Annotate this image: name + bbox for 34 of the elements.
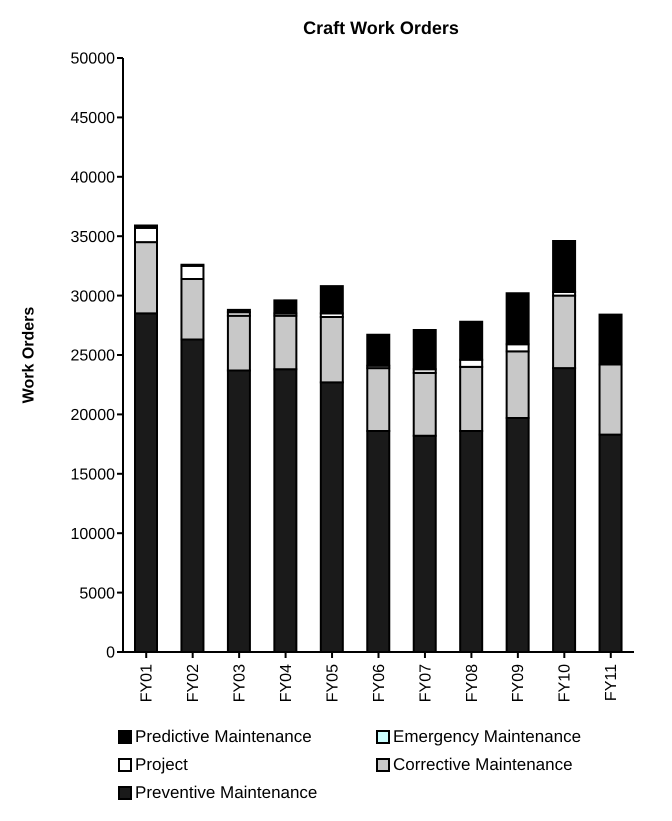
y-tick-label: 15000 bbox=[70, 466, 116, 484]
legend-label: Project bbox=[135, 755, 188, 775]
legend-label: Corrective Maintenance bbox=[393, 755, 573, 775]
y-tick-label: 25000 bbox=[70, 348, 116, 365]
x-tick-label: FY09 bbox=[510, 664, 528, 702]
x-tick-label: FY11 bbox=[603, 664, 620, 702]
y-tick-label: 35000 bbox=[70, 228, 116, 246]
bar bbox=[226, 308, 251, 314]
x-tick-label: FY10 bbox=[556, 664, 574, 702]
legend-label: Emergency Maintenance bbox=[393, 727, 582, 747]
x-tick-label: FY04 bbox=[278, 664, 295, 702]
x-tick-label: FY05 bbox=[324, 664, 342, 702]
x-tick-label: FY06 bbox=[370, 664, 388, 702]
legend-label: Predictive Maintenance bbox=[135, 727, 312, 747]
y-tick-label: 30000 bbox=[70, 288, 116, 306]
bar bbox=[320, 285, 344, 314]
y-tick-label: 50000 bbox=[70, 50, 116, 68]
y-tick-label: 10000 bbox=[70, 526, 116, 543]
legend-label: Preventive Maintenance bbox=[135, 783, 318, 803]
bar bbox=[412, 329, 437, 370]
bar bbox=[552, 240, 576, 294]
y-tick-label: 0 bbox=[106, 644, 116, 662]
x-tick-label: FY07 bbox=[417, 664, 434, 702]
y-tick-label: 5000 bbox=[79, 585, 116, 602]
y-tick-label: 40000 bbox=[70, 169, 116, 186]
y-tick-label: 20000 bbox=[70, 407, 116, 424]
y-axis-title: Work Orders bbox=[20, 306, 38, 404]
y-tick-label: 45000 bbox=[70, 110, 116, 128]
x-tick-label: FY03 bbox=[231, 664, 248, 702]
bar bbox=[366, 334, 390, 367]
x-tick-label: FY02 bbox=[185, 664, 202, 702]
chart-title: Craft Work Orders bbox=[302, 17, 460, 40]
x-tick-label: FY01 bbox=[138, 664, 156, 702]
x-tick-label: FY08 bbox=[464, 664, 481, 702]
